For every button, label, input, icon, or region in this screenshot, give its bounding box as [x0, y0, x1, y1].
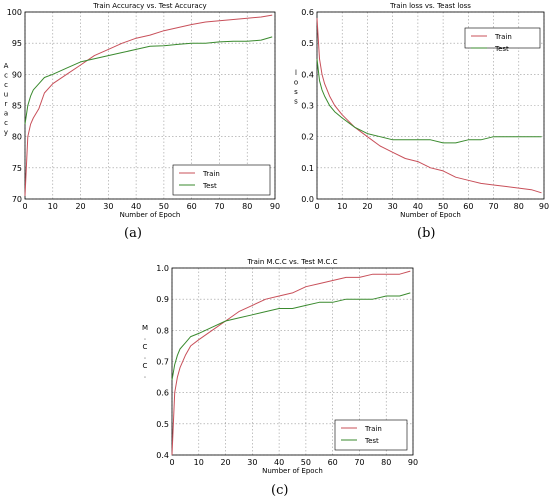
y-tick-label: 0.5	[156, 420, 169, 429]
y-tick-label: 95	[12, 39, 22, 48]
x-tick-label: 60	[187, 202, 197, 211]
legend: Train Test	[334, 419, 408, 451]
x-tick-label: 90	[539, 202, 549, 211]
y-tick-label: 75	[12, 164, 22, 173]
y-tick-label: 0.8	[156, 326, 169, 335]
legend-label-train: Train	[364, 425, 382, 433]
x-tick-label: 70	[488, 202, 498, 211]
x-tick-label: 90	[408, 458, 418, 467]
x-tick-label: 50	[438, 202, 448, 211]
legend-box	[172, 164, 271, 196]
y-tick-label: 1.0	[156, 264, 169, 273]
legend-label-train: Train	[202, 170, 220, 178]
x-tick-label: 60	[328, 458, 338, 467]
legend: Train Test	[172, 164, 271, 196]
y-axis-label: M.C.C.	[142, 324, 148, 380]
plot-frame	[24, 11, 276, 200]
caption-c: (c)	[271, 483, 289, 498]
x-tick-label: 30	[103, 202, 113, 211]
legend-box	[334, 419, 408, 451]
x-tick-label: 0	[22, 202, 27, 211]
x-tick-label: 50	[159, 202, 169, 211]
caption-a: (a)	[124, 226, 142, 241]
x-tick-label: 80	[514, 202, 524, 211]
x-tick-label: 20	[75, 202, 85, 211]
chart-title: Train M.C.C vs. Test M.C.C	[246, 258, 337, 266]
chart-title: Train Accuracy vs. Test Accuracy	[92, 2, 206, 10]
series-line-test	[171, 292, 411, 381]
chart-title: Train loss vs. Teast loss	[389, 2, 471, 10]
y-tick-label: 0.6	[301, 8, 314, 17]
y-tick-label: 0.5	[301, 39, 314, 48]
y-tick-label: 100	[7, 8, 22, 17]
y-tick-label: 85	[12, 102, 22, 111]
x-tick-label: 60	[463, 202, 473, 211]
legend-label-test: Test	[202, 182, 217, 190]
y-tick-label: 0.3	[301, 102, 314, 111]
x-tick-label: 0	[314, 202, 319, 211]
x-tick-label: 80	[381, 458, 391, 467]
series-line-test	[316, 58, 542, 144]
x-axis-label: Number of Epoch	[400, 211, 461, 219]
chart-b: 0 10 20 30 40 50 60 70 80 90 0.0 0.1 0.2 0.3 0.4 0.5 0.6…	[294, 2, 549, 219]
y-tick-label: 80	[12, 133, 22, 142]
y-tick-label: 90	[12, 70, 22, 79]
x-tick-label: 10	[194, 458, 204, 467]
x-tick-label: 0	[169, 458, 174, 467]
x-tick-label: 90	[270, 202, 280, 211]
y-tick-label: 0.7	[156, 358, 169, 367]
legend-label-train: Train	[494, 33, 512, 41]
x-tick-label: 40	[413, 202, 423, 211]
plot-frame	[171, 267, 414, 456]
legend: Train Test	[464, 27, 541, 53]
legend-box	[464, 27, 541, 49]
x-tick-label: 20	[220, 458, 230, 467]
x-tick-label: 40	[131, 202, 141, 211]
y-tick-label: 70	[12, 195, 22, 204]
x-tick-label: 10	[48, 202, 58, 211]
y-tick-label: 0.1	[301, 164, 314, 173]
plot-frame	[316, 11, 545, 200]
series-line-train	[171, 270, 411, 456]
x-tick-label: 20	[362, 202, 372, 211]
x-tick-label: 50	[301, 458, 311, 467]
x-tick-label: 40	[274, 458, 284, 467]
x-tick-label: 30	[247, 458, 257, 467]
chart-a: 0 10 20 30 40 50 60 70 80 90 70 75 80 85 90 95 100 Train …	[4, 2, 280, 219]
y-tick-label: 0.4	[156, 451, 169, 460]
y-tick-label: 0.9	[156, 295, 169, 304]
x-tick-label: 70	[214, 202, 224, 211]
y-tick-label: 0.6	[156, 389, 169, 398]
legend-label-test: Test	[364, 437, 379, 445]
y-tick-label: 0.2	[301, 133, 314, 142]
x-tick-label: 30	[388, 202, 398, 211]
legend-label-test: Test	[494, 45, 509, 53]
caption-b: (b)	[417, 226, 436, 241]
y-tick-label: 0.0	[301, 195, 314, 204]
x-tick-label: 80	[242, 202, 252, 211]
series-line-train	[316, 18, 542, 194]
y-tick-label: 0.4	[301, 70, 314, 79]
series-line-train	[24, 14, 273, 196]
chart-c: 0 10 20 30 40 50 60 70 80 90 0.4 0.5 0.6 0.7 0.8 0.9 1.0…	[142, 258, 418, 475]
x-tick-label: 70	[354, 458, 364, 467]
x-tick-label: 10	[337, 202, 347, 211]
x-axis-label: Number of Epoch	[120, 211, 181, 219]
series-line-test	[24, 36, 273, 125]
x-axis-label: Number of Epoch	[262, 467, 323, 475]
